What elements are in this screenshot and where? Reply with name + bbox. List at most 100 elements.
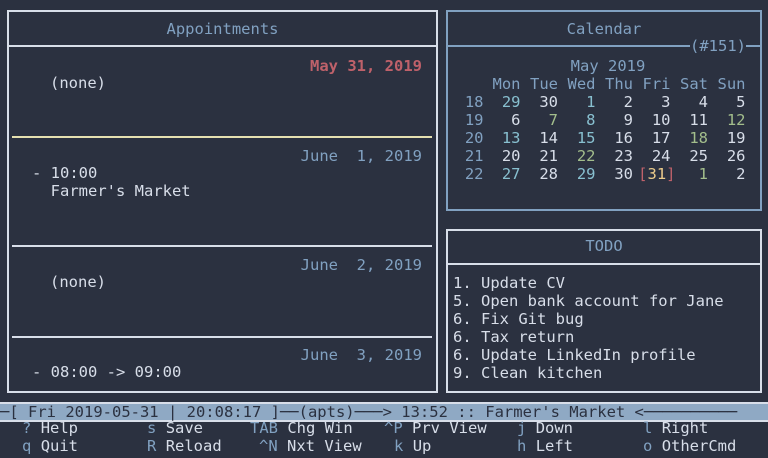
calendar-day[interactable]: 26 xyxy=(726,147,746,165)
calendar-day[interactable]: 28 xyxy=(539,165,558,183)
calendar-day[interactable]: 14 xyxy=(539,129,558,147)
calendar-day[interactable]: 17 xyxy=(651,129,671,147)
day-number: 31 xyxy=(647,165,667,183)
help-label: Up xyxy=(412,437,432,455)
calendar-day[interactable]: 25 xyxy=(689,147,708,165)
calendar-day[interactable]: 6 xyxy=(511,111,521,129)
help-item-quit[interactable]: q Quit xyxy=(22,437,78,455)
help-label: Quit xyxy=(40,437,79,455)
calendar-day[interactable]: 27 xyxy=(501,165,521,183)
appointment-day-date: May 31, 2019 xyxy=(310,57,422,75)
calendar-day[interactable]: 7 xyxy=(548,111,558,129)
calendar-day[interactable]: 1 xyxy=(698,165,708,183)
calendar-day[interactable]: 23 xyxy=(614,147,633,165)
weekday-label: Sat xyxy=(680,75,708,93)
help-key: l xyxy=(643,419,653,437)
calendar-day[interactable]: 2 xyxy=(736,165,746,183)
help-item-chg-win[interactable]: TAB Chg Win xyxy=(250,419,353,437)
help-item-prv-view[interactable]: ^P Prv View xyxy=(384,419,487,437)
calendar-day[interactable]: 10 xyxy=(651,111,671,129)
help-key: h xyxy=(517,437,527,455)
divider xyxy=(12,245,432,247)
help-item-down[interactable]: j Down xyxy=(517,419,573,437)
help-key: R xyxy=(147,437,157,455)
help-label: Help xyxy=(40,419,79,437)
week-number: 20 xyxy=(464,129,484,147)
divider xyxy=(12,136,432,138)
week-number: 18 xyxy=(464,93,484,111)
help-label: Save xyxy=(165,419,204,437)
calendar-day[interactable]: 15 xyxy=(576,129,596,147)
todo-item[interactable]: 9. Clean kitchen xyxy=(453,364,603,382)
help-item-left[interactable]: h Left xyxy=(517,437,573,455)
todo-panel[interactable] xyxy=(446,229,762,393)
help-key: ? xyxy=(22,419,32,437)
divider xyxy=(12,336,432,338)
todo-title: TODO xyxy=(585,237,623,255)
calendar-title: Calendar xyxy=(566,20,642,38)
calendar-day[interactable]: 22 xyxy=(576,147,596,165)
calendar-day[interactable]: 8 xyxy=(586,111,596,129)
weekday-label: Sun xyxy=(717,75,746,93)
help-key: ^N xyxy=(259,437,278,455)
calendar-day[interactable]: 3 xyxy=(661,93,671,111)
calendar-day[interactable]: 16 xyxy=(614,129,633,147)
calendar-day[interactable]: 24 xyxy=(651,147,671,165)
todo-item[interactable]: 6. Tax return xyxy=(453,328,575,346)
help-item-othercmd[interactable]: o OtherCmd xyxy=(643,437,736,455)
help-label: Left xyxy=(535,437,574,455)
help-item-help[interactable]: ? Help xyxy=(22,419,78,437)
calendar-month: May 2019 xyxy=(570,57,646,75)
calendar-day[interactable]: 18 xyxy=(689,129,708,147)
today-bracket: ] xyxy=(666,165,676,183)
calendar-day[interactable]: 11 xyxy=(689,111,708,129)
help-item-right[interactable]: l Right xyxy=(643,419,708,437)
help-key: q xyxy=(22,437,32,455)
weekday-label: Thu xyxy=(605,75,633,93)
todo-item[interactable]: 6. Update LinkedIn profile xyxy=(453,346,696,364)
calendar-day[interactable]: 4 xyxy=(698,93,708,111)
help-label: Down xyxy=(535,419,574,437)
appointment-item[interactable]: (none) xyxy=(50,273,106,291)
calendar-day[interactable]: 30 xyxy=(614,165,633,183)
help-item-nxt-view[interactable]: ^N Nxt View xyxy=(259,437,362,455)
help-item-up[interactable]: k Up xyxy=(394,437,431,455)
appointment-item[interactable]: - 08:00 -> 09:00 xyxy=(32,363,182,381)
calendar-day[interactable]: 5 xyxy=(736,93,746,111)
appointment-item[interactable]: Farmer's Market xyxy=(32,182,191,200)
help-label: Right xyxy=(661,419,709,437)
calendar-day-today[interactable]: [31] xyxy=(633,165,676,183)
help-item-save[interactable]: s Save xyxy=(147,419,203,437)
divider xyxy=(446,263,762,265)
calendar-day[interactable]: 13 xyxy=(501,129,521,147)
week-number: 21 xyxy=(464,147,484,165)
calendar-day[interactable]: 2 xyxy=(623,93,633,111)
help-item-reload[interactable]: R Reload xyxy=(147,437,222,455)
todo-item[interactable]: 5. Open bank account for Jane xyxy=(453,292,724,310)
divider xyxy=(446,45,762,47)
appointment-day-date: June 2, 2019 xyxy=(300,256,422,274)
calendar-day[interactable]: 30 xyxy=(539,93,558,111)
todo-item[interactable]: 1. Update CV xyxy=(453,274,565,292)
appointment-item[interactable]: (none) xyxy=(50,74,106,92)
calendar-day[interactable]: 21 xyxy=(539,147,558,165)
appointments-panel[interactable] xyxy=(7,10,438,393)
calendar-day[interactable]: 19 xyxy=(726,129,746,147)
calendar-panel[interactable] xyxy=(446,10,762,211)
weekday-label: Mon xyxy=(492,75,521,93)
help-label: Nxt View xyxy=(287,437,362,455)
appointment-day-date: June 3, 2019 xyxy=(300,346,422,364)
appointments-title: Appointments xyxy=(166,20,279,38)
calendar-day[interactable]: 29 xyxy=(576,165,596,183)
help-key: j xyxy=(517,419,527,437)
calendar-day[interactable]: 29 xyxy=(501,93,521,111)
calendar-day[interactable]: 12 xyxy=(726,111,746,129)
calendar-day[interactable]: 20 xyxy=(501,147,521,165)
calendar-day[interactable]: 9 xyxy=(623,111,633,129)
calendar-day[interactable]: 1 xyxy=(586,93,596,111)
todo-item[interactable]: 6. Fix Git bug xyxy=(453,310,584,328)
help-key: s xyxy=(147,419,157,437)
help-key: TAB xyxy=(250,419,278,437)
appointment-item[interactable]: - 10:00 xyxy=(32,164,98,182)
help-label: OtherCmd xyxy=(661,437,737,455)
